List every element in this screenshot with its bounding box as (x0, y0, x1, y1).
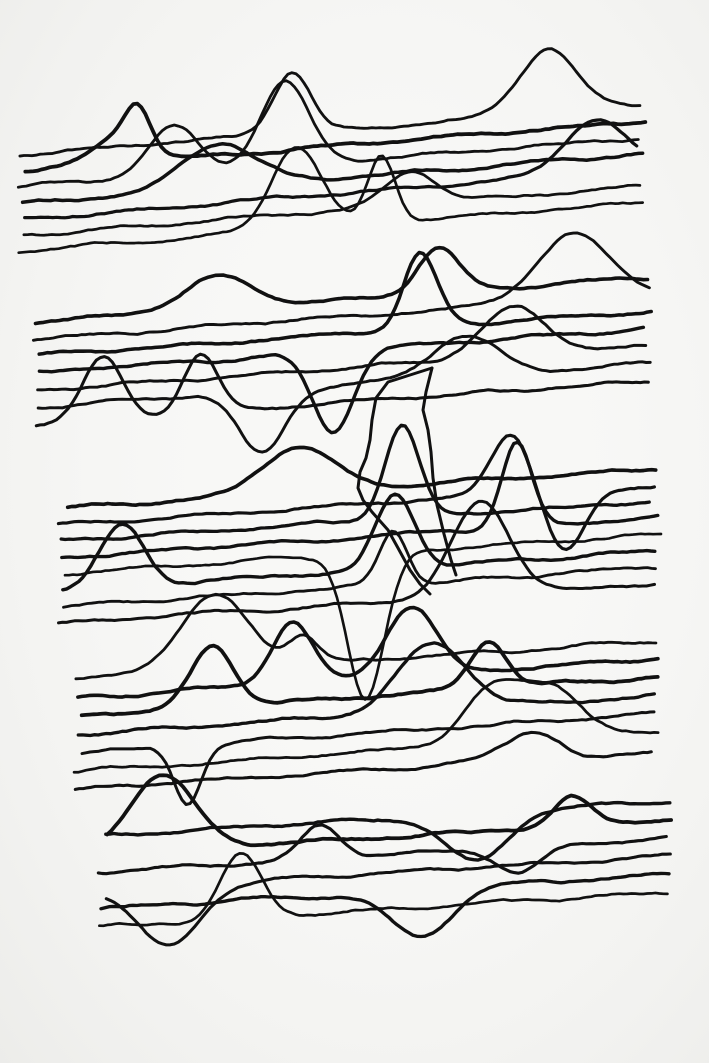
ink-line (421, 366, 458, 577)
ink-line (59, 423, 651, 542)
ink-line (104, 852, 672, 947)
ink-line (62, 529, 657, 609)
ink-line (356, 366, 434, 596)
ink-line (20, 142, 645, 205)
line-band-4 (72, 592, 660, 806)
ink-line (34, 352, 650, 428)
ink-line (36, 334, 652, 454)
ink-line (76, 641, 656, 738)
ink-line (37, 250, 653, 356)
ink-line (17, 146, 645, 255)
ink-line (22, 170, 642, 237)
ink-line (98, 852, 669, 928)
ink-lines (16, 47, 673, 947)
ink-line (18, 47, 642, 158)
ink-line (99, 871, 671, 939)
line-band-2 (31, 231, 653, 454)
ink-line (76, 605, 660, 699)
ink-line (104, 800, 672, 862)
ink-line (60, 440, 660, 560)
ink-line (56, 433, 656, 552)
ink-line (31, 231, 651, 342)
ink-line (65, 445, 658, 510)
ink-line (61, 492, 657, 592)
ink-line (96, 823, 668, 876)
ink-line (73, 730, 653, 791)
line-band-5 (96, 773, 673, 947)
ink-line (56, 499, 657, 625)
ink-line (36, 304, 648, 392)
ink-line (105, 773, 673, 848)
ink-line (79, 640, 660, 718)
ink-line (74, 592, 658, 681)
ink-line (16, 79, 640, 189)
ink-line (80, 710, 656, 806)
ink-line (72, 678, 660, 774)
ink-line (23, 101, 648, 174)
ink-line (37, 325, 646, 435)
line-band-1 (16, 47, 648, 255)
ink-line (33, 245, 650, 326)
